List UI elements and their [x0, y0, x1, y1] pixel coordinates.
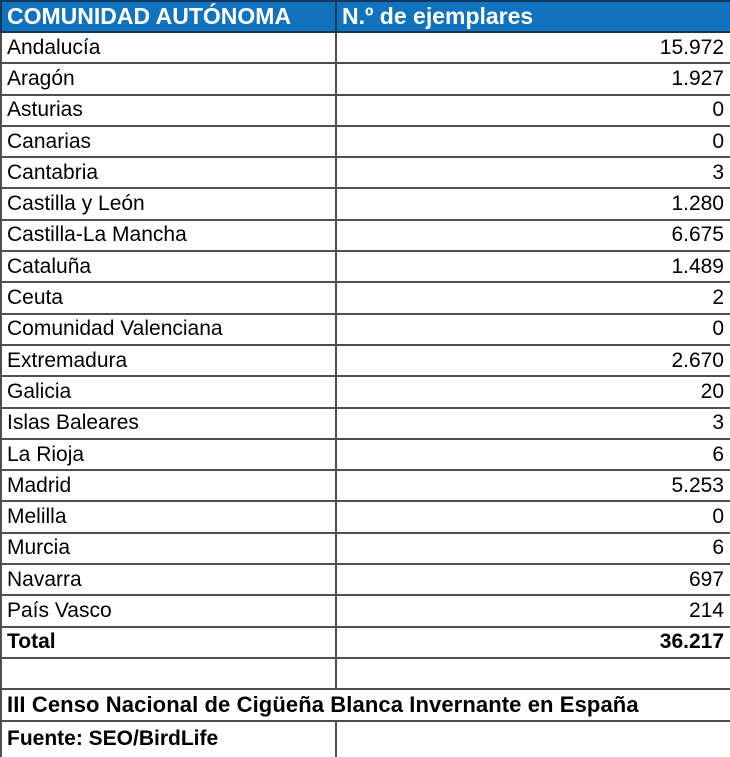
value-cell: 1.280 [335, 187, 730, 221]
table-row: Aragón 1.927 [0, 62, 730, 96]
value-cell: 3 [335, 156, 730, 190]
total-value: 36.217 [335, 625, 730, 659]
table-row: Cantabria 3 [0, 156, 730, 190]
value-cell: 1.489 [335, 250, 730, 284]
region-cell: Andalucía [0, 30, 337, 65]
region-cell: Canarias [0, 124, 337, 159]
region-cell: Melilla [0, 500, 337, 534]
value-cell: 0 [335, 93, 730, 127]
spacer-cell-right [335, 656, 730, 691]
footer-source-row: Fuente: SEO/BirdLife [0, 719, 730, 757]
value-cell: 6.675 [335, 218, 730, 253]
table-row: Extremadura 2.670 [0, 343, 730, 378]
value-cell: 2 [335, 281, 730, 315]
region-cell: Galicia [0, 375, 337, 409]
table-row: Comunidad Valenciana 0 [0, 312, 730, 346]
spacer-row [0, 656, 730, 691]
region-cell: Asturias [0, 93, 337, 127]
footer-title-row: III Censo Nacional de Cigüeña Blanca Inv… [0, 688, 730, 722]
source-empty-cell [335, 719, 730, 757]
spacer-cell-left [0, 656, 337, 691]
value-cell: 0 [335, 312, 730, 346]
value-cell: 0 [335, 124, 730, 159]
value-cell: 15.972 [335, 30, 730, 65]
value-cell: 697 [335, 563, 730, 597]
table-row: Andalucía 15.972 [0, 30, 730, 65]
table-row: País Vasco 214 [0, 594, 730, 628]
table-row: Galicia 20 [0, 375, 730, 409]
region-cell: Cantabria [0, 156, 337, 190]
region-cell: Islas Baleares [0, 406, 337, 440]
value-cell: 6 [335, 437, 730, 472]
census-title: III Censo Nacional de Cigüeña Blanca Inv… [0, 688, 730, 722]
value-cell: 2.670 [335, 343, 730, 378]
table-row: Murcia 6 [0, 531, 730, 566]
region-cell: Murcia [0, 531, 337, 566]
value-cell: 5.253 [335, 469, 730, 503]
region-cell: Navarra [0, 563, 337, 597]
column-header-count: N.º de ejemplares [335, 0, 730, 33]
value-cell: 6 [335, 531, 730, 566]
table-row: Castilla-La Mancha 6.675 [0, 218, 730, 253]
table-row: Melilla 0 [0, 500, 730, 534]
table-row: Castilla y León 1.280 [0, 187, 730, 221]
column-header-region: COMUNIDAD AUTÓNOMA [0, 0, 337, 33]
source-label: Fuente: SEO/BirdLife [0, 719, 337, 757]
total-label: Total [0, 625, 337, 659]
table-row: Madrid 5.253 [0, 469, 730, 503]
region-cell: País Vasco [0, 594, 337, 628]
value-cell: 3 [335, 406, 730, 440]
table-row: Asturias 0 [0, 93, 730, 127]
total-row: Total 36.217 [0, 625, 730, 659]
table-body: Andalucía 15.972 Aragón 1.927 Asturias 0 Canar… [0, 30, 730, 628]
value-cell: 20 [335, 375, 730, 409]
region-cell: Comunidad Valenciana [0, 312, 337, 346]
header-row: COMUNIDAD AUTÓNOMA N.º de ejemplares [0, 0, 730, 33]
table-row: Ceuta 2 [0, 281, 730, 315]
region-cell: Aragón [0, 62, 337, 96]
table-footer: Total 36.217 III Censo Nacional de Cigüe… [0, 625, 730, 757]
region-cell: Castilla-La Mancha [0, 218, 337, 253]
value-cell: 0 [335, 500, 730, 534]
table-row: La Rioja 6 [0, 437, 730, 472]
region-cell: Madrid [0, 469, 337, 503]
region-cell: Extremadura [0, 343, 337, 378]
table-row: Islas Baleares 3 [0, 406, 730, 440]
table-row: Cataluña 1.489 [0, 250, 730, 284]
region-cell: Cataluña [0, 250, 337, 284]
table-row: Canarias 0 [0, 124, 730, 159]
region-cell: La Rioja [0, 437, 337, 472]
value-cell: 214 [335, 594, 730, 628]
region-cell: Castilla y León [0, 187, 337, 221]
region-cell: Ceuta [0, 281, 337, 315]
table-row: Navarra 697 [0, 563, 730, 597]
value-cell: 1.927 [335, 62, 730, 96]
